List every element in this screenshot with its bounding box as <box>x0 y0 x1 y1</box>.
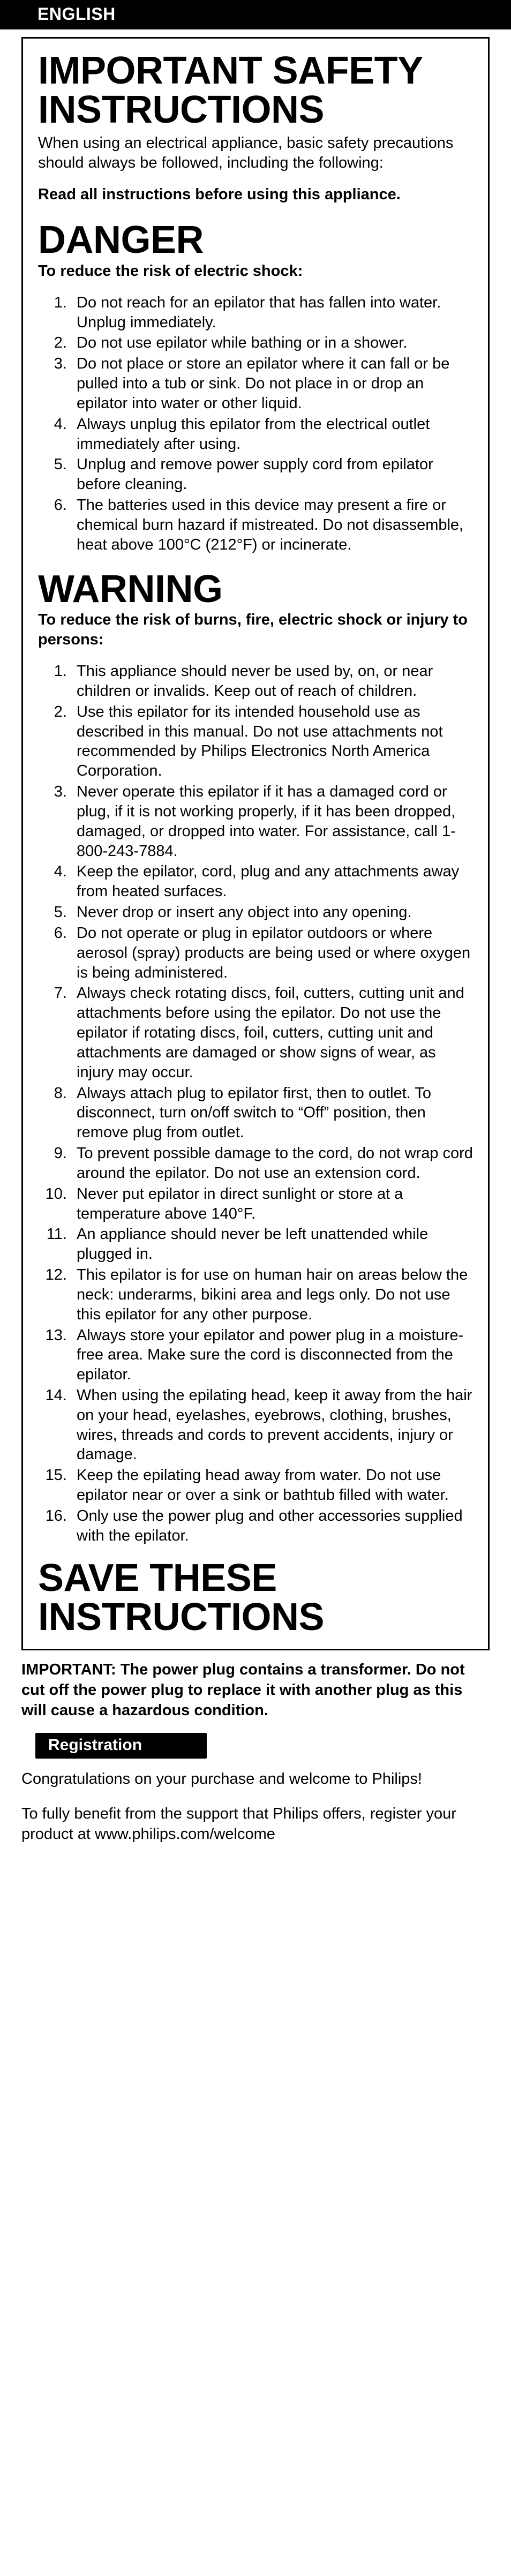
list-item: This epilator is for use on human hair o… <box>71 1265 473 1324</box>
list-item: Never put epilator in direct sunlight or… <box>71 1184 473 1224</box>
heading-save: SAVE THESE INSTRUCTIONS <box>38 1559 473 1638</box>
list-item: Never operate this epilator if it has a … <box>71 782 473 861</box>
list-item: Always unplug this epilator from the ele… <box>71 415 473 454</box>
list-item: Always attach plug to epilator first, th… <box>71 1084 473 1143</box>
list-item: Always check rotating discs, foil, cutte… <box>71 983 473 1082</box>
safety-instructions-page: ENGLISH IMPORTANT SAFETY INSTRUCTIONS Wh… <box>0 0 511 1845</box>
list-item: Keep the epilating head away from water.… <box>71 1466 473 1505</box>
registration-label: Registration <box>48 1736 142 1754</box>
intro-text: When using an electrical appliance, basi… <box>38 133 473 173</box>
danger-subheading: To reduce the risk of electric shock: <box>38 261 473 281</box>
list-item: Do not use epilator while bathing or in … <box>71 333 473 353</box>
list-item: The batteries used in this device may pr… <box>71 495 473 554</box>
congrats-text: Congratulations on your purchase and wel… <box>21 1769 490 1790</box>
warning-subheading: To reduce the risk of burns, fire, elect… <box>38 610 473 650</box>
heading-warning: WARNING <box>38 570 473 609</box>
list-item: When using the epilating head, keep it a… <box>71 1386 473 1465</box>
list-item: Keep the epilator, cord, plug and any at… <box>71 862 473 902</box>
danger-list: Do not reach for an epilator that has fa… <box>38 293 473 555</box>
list-item: Never drop or insert any object into any… <box>71 903 473 922</box>
list-item: Use this epilator for its intended house… <box>71 702 473 781</box>
heading-danger: DANGER <box>38 221 473 260</box>
heading-important: IMPORTANT SAFETY INSTRUCTIONS <box>38 51 473 130</box>
list-item: Do not reach for an epilator that has fa… <box>71 293 473 333</box>
list-item: An appliance should never be left unatte… <box>71 1225 473 1264</box>
language-band: ENGLISH <box>0 0 511 29</box>
list-item: Do not operate or plug in epilator outdo… <box>71 923 473 982</box>
list-item: Do not place or store an epilator where … <box>71 354 473 413</box>
list-item: Unplug and remove power supply cord from… <box>71 455 473 494</box>
read-all-text: Read all instructions before using this … <box>38 185 473 205</box>
important-note: IMPORTANT: The power plug contains a tra… <box>21 1660 490 1721</box>
list-item: This appliance should never be used by, … <box>71 662 473 701</box>
warning-list: This appliance should never be used by, … <box>38 662 473 1545</box>
registration-band: Registration <box>35 1733 207 1759</box>
language-label: ENGLISH <box>37 4 116 24</box>
main-frame: IMPORTANT SAFETY INSTRUCTIONS When using… <box>21 37 490 1650</box>
list-item: Only use the power plug and other access… <box>71 1506 473 1546</box>
list-item: To prevent possible damage to the cord, … <box>71 1144 473 1183</box>
benefit-text: To fully benefit from the support that P… <box>21 1804 490 1844</box>
list-item: Always store your epilator and power plu… <box>71 1326 473 1385</box>
